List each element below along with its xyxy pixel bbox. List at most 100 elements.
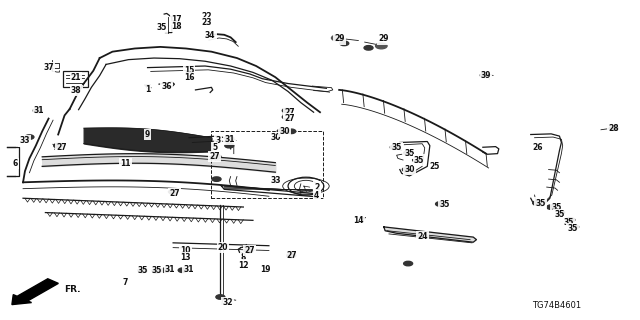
Text: 7: 7 [122, 278, 128, 287]
Text: 34: 34 [205, 31, 216, 40]
Circle shape [178, 268, 187, 272]
Circle shape [169, 190, 177, 194]
Circle shape [282, 115, 291, 119]
Text: 39: 39 [481, 71, 492, 80]
Circle shape [277, 129, 286, 133]
Text: 35: 35 [554, 210, 564, 219]
Circle shape [225, 143, 234, 148]
Text: 35: 35 [156, 23, 167, 32]
Circle shape [570, 225, 579, 229]
Text: 5: 5 [212, 143, 217, 152]
Text: 27: 27 [284, 108, 294, 117]
Text: 9: 9 [145, 130, 150, 139]
Circle shape [138, 268, 147, 273]
Polygon shape [384, 227, 476, 242]
Circle shape [216, 295, 225, 299]
Text: FR.: FR. [65, 285, 81, 294]
Text: 19: 19 [260, 265, 271, 275]
Circle shape [161, 268, 170, 272]
Text: 33: 33 [270, 176, 280, 185]
Circle shape [152, 269, 161, 273]
Text: 10: 10 [180, 246, 191, 255]
Text: 31: 31 [183, 265, 194, 275]
Text: 27: 27 [169, 189, 180, 198]
Text: 31: 31 [224, 135, 235, 144]
Circle shape [480, 73, 489, 77]
Circle shape [376, 43, 387, 49]
Circle shape [287, 129, 296, 133]
Text: 35: 35 [151, 266, 162, 275]
Circle shape [332, 35, 343, 41]
Bar [63, 71, 88, 87]
Text: 18: 18 [171, 22, 182, 31]
Text: 27: 27 [209, 152, 220, 161]
Circle shape [340, 41, 349, 46]
Text: 6: 6 [12, 159, 17, 168]
Text: 35: 35 [392, 143, 402, 152]
Text: 27: 27 [244, 246, 255, 255]
Text: 35: 35 [535, 198, 545, 207]
Text: 24: 24 [417, 232, 428, 241]
Bar [211, 131, 323, 198]
Circle shape [54, 143, 63, 148]
Circle shape [25, 135, 34, 139]
Text: 35: 35 [414, 156, 424, 164]
Text: 29: 29 [334, 35, 344, 44]
Text: 27: 27 [56, 143, 67, 152]
Text: 37: 37 [44, 63, 54, 72]
Circle shape [287, 253, 296, 258]
Text: 17: 17 [171, 15, 182, 24]
Circle shape [609, 126, 618, 130]
Circle shape [404, 151, 413, 155]
Circle shape [244, 249, 253, 253]
Circle shape [556, 210, 564, 215]
Circle shape [364, 46, 373, 50]
Circle shape [212, 177, 221, 181]
Circle shape [547, 205, 556, 209]
Text: 36: 36 [161, 82, 172, 91]
Text: 35: 35 [138, 266, 148, 275]
Text: 14: 14 [353, 216, 364, 225]
Text: 25: 25 [430, 162, 440, 171]
Text: 30: 30 [270, 133, 280, 142]
Text: 12: 12 [238, 261, 248, 270]
Circle shape [225, 136, 234, 140]
Circle shape [404, 261, 413, 266]
Circle shape [532, 201, 541, 205]
Text: 32: 32 [222, 298, 233, 307]
Text: 35: 35 [551, 203, 561, 212]
Text: 3: 3 [215, 136, 220, 145]
Circle shape [390, 145, 399, 149]
Text: 35: 35 [404, 149, 415, 158]
Text: 26: 26 [532, 143, 542, 152]
Text: 35: 35 [564, 218, 574, 227]
Text: 33: 33 [19, 136, 29, 145]
Text: 13: 13 [180, 253, 191, 262]
Text: 15: 15 [184, 66, 195, 75]
Circle shape [212, 155, 221, 159]
Text: 8: 8 [241, 253, 246, 262]
Text: 38: 38 [71, 86, 81, 95]
Circle shape [403, 167, 412, 172]
Text: 21: 21 [71, 73, 81, 82]
Text: 11: 11 [120, 159, 131, 168]
Text: 20: 20 [218, 243, 228, 252]
Text: 27: 27 [284, 114, 294, 123]
Text: 31: 31 [34, 106, 44, 115]
Text: 23: 23 [202, 19, 212, 28]
Text: TG74B4601: TG74B4601 [532, 301, 581, 310]
Circle shape [436, 202, 445, 206]
Circle shape [33, 108, 42, 113]
Text: 4: 4 [314, 190, 319, 200]
Text: 29: 29 [379, 35, 389, 44]
Circle shape [282, 108, 291, 113]
Text: 30: 30 [280, 127, 290, 136]
Text: 35: 35 [439, 200, 450, 209]
Text: 16: 16 [184, 73, 195, 82]
Text: 28: 28 [609, 124, 619, 132]
Text: 22: 22 [202, 12, 212, 21]
Text: 27: 27 [286, 251, 296, 260]
Text: 31: 31 [164, 265, 175, 275]
FancyArrow shape [12, 279, 58, 305]
Text: 2: 2 [314, 183, 319, 192]
